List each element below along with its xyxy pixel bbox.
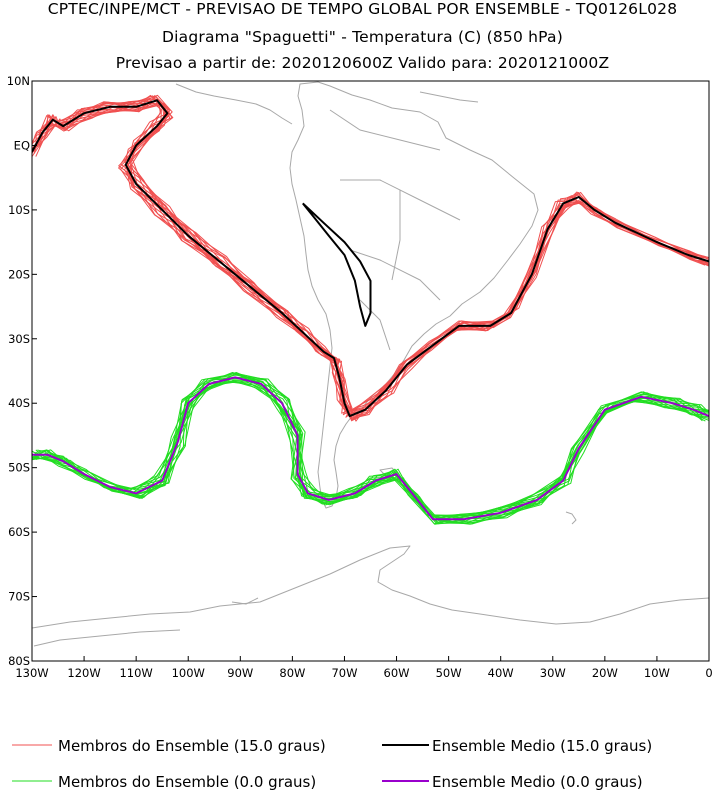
ensemble-member-line xyxy=(32,381,709,522)
ensemble-member-line xyxy=(32,374,706,525)
y-tick-label: 80S xyxy=(8,654,30,668)
x-tick-label: 90W xyxy=(227,666,253,680)
y-tick-label: 10S xyxy=(8,203,30,217)
axes: 130W 120W 110W 100W 90W 80W 70W 60W 50W 40W 30W 20W… xyxy=(7,74,713,680)
legend-label-mean-0: Ensemble Medio (0.0 graus) xyxy=(432,773,643,791)
ensemble-member-line xyxy=(37,372,703,525)
legend-label-members-0: Membros do Ensemble (0.0 graus) xyxy=(58,773,316,791)
ensemble-member-line xyxy=(32,380,709,523)
legend-label-members-15: Membros do Ensemble (15.0 graus) xyxy=(58,737,326,755)
antarctica-coastline xyxy=(32,545,709,629)
legend-label-mean-15: Ensemble Medio (15.0 graus) xyxy=(432,737,652,755)
ensemble-member-line xyxy=(39,101,702,420)
x-tick-label: 100W xyxy=(172,666,205,680)
ensemble-member-line xyxy=(39,372,704,525)
ensemble-member-line xyxy=(33,376,709,520)
x-tick-label: 120W xyxy=(67,666,100,680)
x-tick-label: 20W xyxy=(592,666,618,680)
y-tick-label: 30S xyxy=(8,332,30,346)
south-america-coastline xyxy=(289,81,539,509)
ensemble-mean-line xyxy=(32,376,709,521)
x-tick-label: 0 xyxy=(705,666,712,680)
x-tick-label: 80W xyxy=(279,666,305,680)
x-tick-label: 130W xyxy=(15,666,48,680)
x-tick-label: 50W xyxy=(436,666,462,680)
x-tick-label: 40W xyxy=(488,666,514,680)
ensemble-mean-line xyxy=(302,202,372,327)
y-tick-label: 20S xyxy=(8,267,30,281)
y-tick-label: 10N xyxy=(7,74,30,88)
chart-title-line-2: Diagrama "Spaguetti" - Temperatura (C) (… xyxy=(162,28,563,46)
x-tick-label: 10W xyxy=(644,666,670,680)
y-tick-label: EQ xyxy=(14,138,30,152)
y-tick-label: 60S xyxy=(8,525,30,539)
y-tick-label: 40S xyxy=(8,396,30,410)
x-tick-label: 60W xyxy=(384,666,410,680)
ensemble-member-line xyxy=(32,96,709,415)
legend: Membros do Ensemble (15.0 graus) Ensembl… xyxy=(12,737,652,791)
ensemble-member-line xyxy=(32,98,709,413)
x-tick-label: 110W xyxy=(119,666,152,680)
isotherm-lines xyxy=(32,94,709,525)
ensemble-member-line xyxy=(35,373,703,524)
central-america-coastline xyxy=(175,83,293,125)
x-tick-label: 30W xyxy=(540,666,566,680)
ensemble-mean-line xyxy=(32,99,709,418)
ensemble-member-line xyxy=(32,95,709,417)
y-tick-label: 50S xyxy=(8,461,30,475)
y-tick-label: 70S xyxy=(8,590,30,604)
plot-frame xyxy=(31,80,710,662)
chart-title-line-3: Previsao a partir de: 2020120600Z Valido… xyxy=(115,54,610,72)
x-tick-label: 70W xyxy=(331,666,357,680)
ensemble-member-line xyxy=(32,381,709,519)
chart-title-line-1: CPTEC/INPE/MCT - PREVISAO DE TEMPO GLOBA… xyxy=(47,0,678,18)
